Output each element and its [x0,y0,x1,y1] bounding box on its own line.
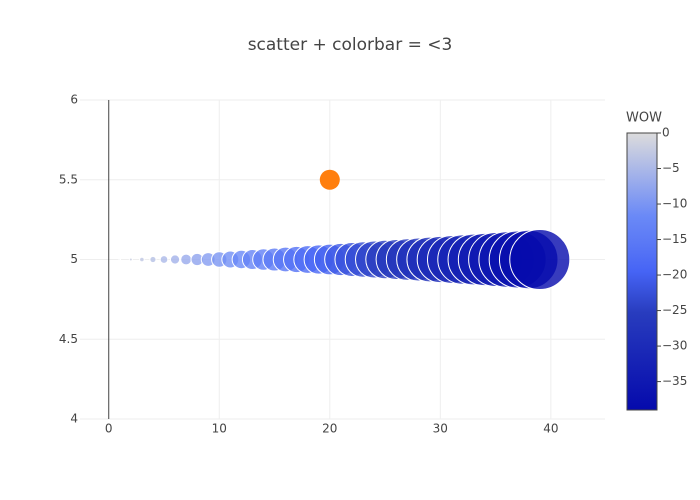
colorbar-tick-label: −25 [662,303,687,317]
marker [169,254,181,265]
colorbar-tick-label: −15 [662,232,687,246]
x-tick-label: 30 [433,422,448,436]
marker [118,258,122,261]
marker [139,256,145,263]
colorbar-tick-label: 0 [662,126,670,140]
chart-title: scatter + colorbar = <3 [248,35,453,55]
marker [319,169,340,190]
x-tick-label: 10 [212,422,227,436]
y-tick-label: 4 [70,412,78,426]
marker [149,255,157,264]
marker [128,257,133,262]
colorbar-title: WOW [626,111,662,126]
colorbar-tick-label: −10 [662,197,687,211]
y-tick-label: 6 [70,93,78,107]
marker [509,228,571,291]
x-tick-label: 0 [105,422,113,436]
y-tick-label: 4.5 [59,332,78,346]
colorbar [626,132,658,411]
colorbar-tick-label: −5 [662,161,680,175]
colorbar-tick-label: −20 [662,268,687,282]
y-tick-label: 5 [70,252,78,266]
x-tick-label: 40 [543,422,558,436]
marker [180,253,192,266]
colorbar-tick-label: −30 [662,339,687,353]
y-tick-label: 5.5 [59,172,78,186]
marker [159,255,169,264]
x-tick-label: 20 [322,422,337,436]
colorbar-tick-label: −35 [662,374,687,388]
